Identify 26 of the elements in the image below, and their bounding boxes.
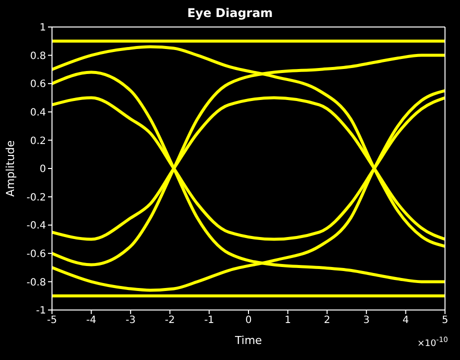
y-tick-label: 0.2 [30,136,46,147]
x-tick-label: 3 [363,315,370,326]
y-tick-label: 0 [40,164,46,176]
y-tick-label: -1 [36,306,46,317]
x-tick-label: 2 [324,315,330,326]
x-tick-label: -2 [164,315,175,326]
y-tick-label: -0.4 [26,220,46,232]
x-tick-label: -5 [47,315,57,326]
x-tick-label: -1 [204,315,214,326]
y-tick-label: -0.2 [26,192,46,204]
x-tick-label: -4 [86,315,96,326]
x-axis-title: Time [234,334,262,347]
text: ×10$^{-10}$ [417,334,448,349]
y-tick-label: 0.8 [30,50,46,62]
x-tick-label: -3 [126,315,136,326]
chart-title: Eye Diagram [186,6,274,20]
x-tick-label: 4 [402,315,409,326]
x-tick-label: 5 [442,315,448,326]
x-tick-label: 1 [284,315,291,326]
x-tick-label: 0 [245,315,252,326]
y-tick-label: 0.4 [30,107,46,118]
y-axis-title: Amplitude [4,140,17,197]
y-tick-label: -0.6 [26,248,46,260]
y-tick-label: 0.6 [30,79,46,90]
y-tick-label: 1 [40,22,46,34]
y-tick-label: -0.8 [26,277,46,288]
